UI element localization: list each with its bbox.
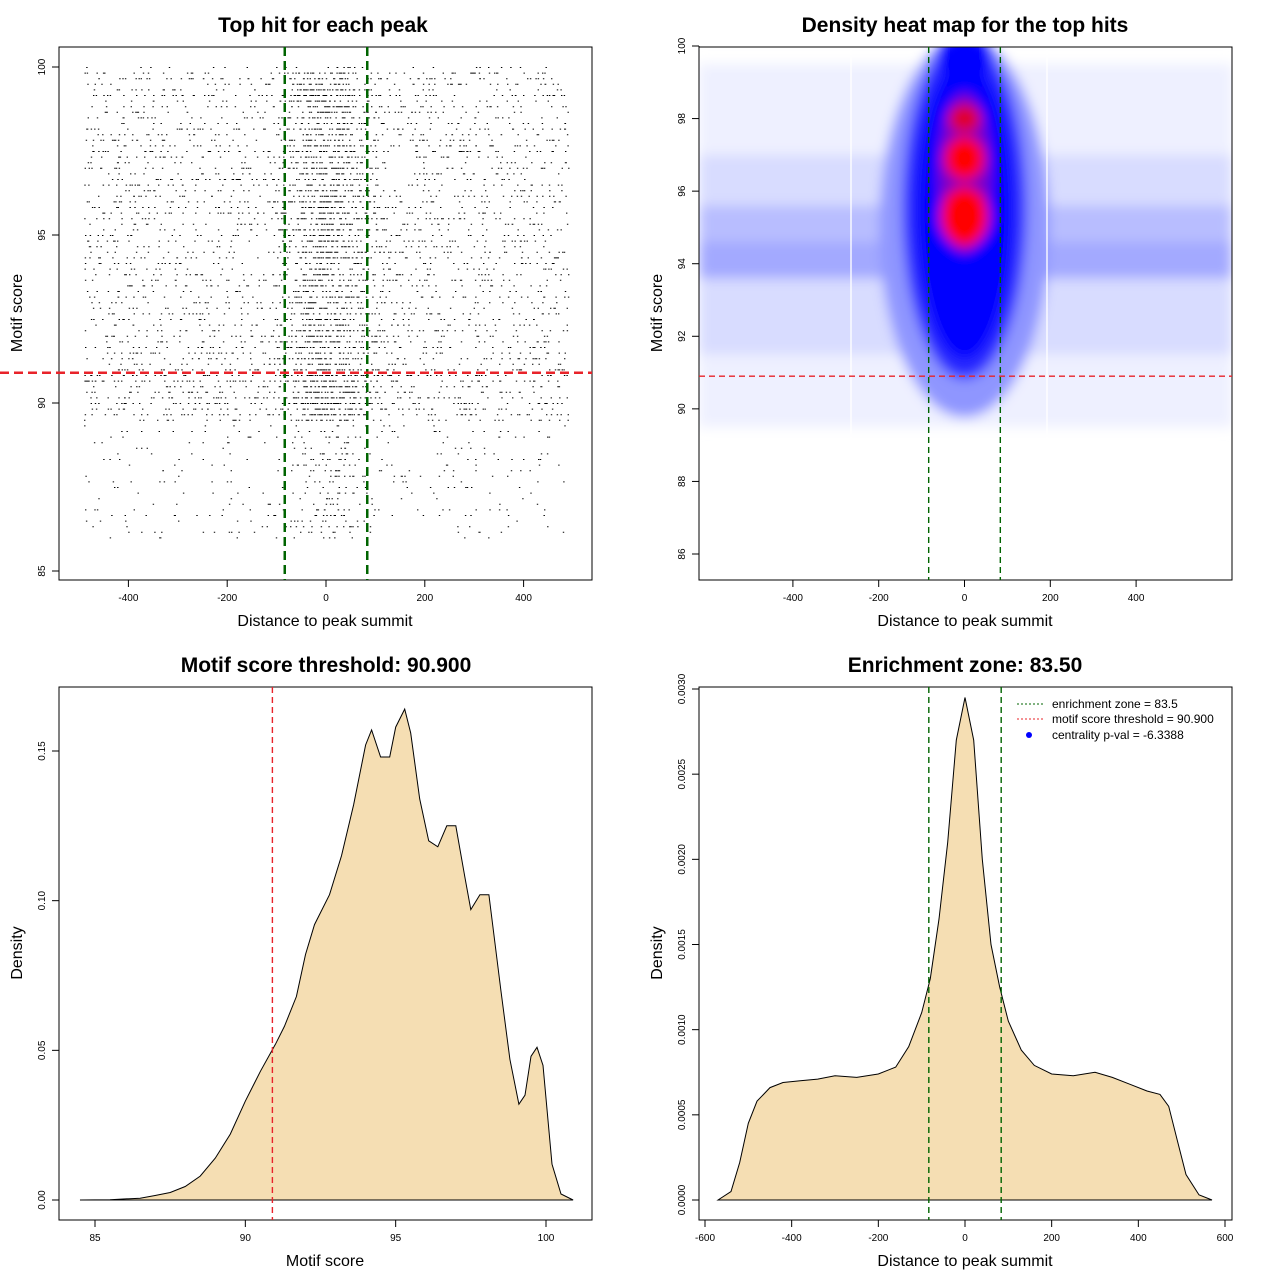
y-axis-ticks: 0.0000 0.0005 0.0010 0.0015 0.0020 0.0025 0.00… (677, 673, 700, 1215)
reference-lines (928, 687, 1002, 1220)
x-axis-ticks: 85 90 95 100 (89, 1219, 555, 1244)
chart-title: Top hit for each peak (218, 14, 428, 37)
y-axis-label: Motif score (9, 274, 26, 352)
y-tick-label: 0.0000 (677, 1184, 688, 1215)
legend-label-threshold: motif score threshold = 90.900 (1052, 712, 1214, 726)
x-tick-label: 600 (1217, 1233, 1234, 1244)
x-tick-label: 0 (962, 1233, 968, 1244)
y-tick-label: 96 (677, 185, 688, 197)
x-axis-ticks: -400 -200 0 200 400 (783, 579, 1145, 604)
y-tick-label: 92 (677, 330, 688, 342)
heat-hotspot (944, 136, 985, 181)
y-tick-label: 94 (677, 258, 688, 270)
x-axis-label: Distance to peak summit (877, 613, 1053, 630)
heatmap-density-layer (699, 47, 1232, 428)
y-axis-label: Density (9, 926, 26, 979)
panel-scatter: Top hit for each peak -400 -200 0 200 400 85… (0, 14, 593, 630)
panel-distance-density: Enrichment zone: 83.50 -600 -400 -200 0 200 4… (649, 654, 1234, 1270)
y-tick-label: 0.00 (37, 1190, 48, 1210)
y-tick-label: 0.0010 (677, 1014, 688, 1045)
y-tick-label: 86 (677, 548, 688, 560)
x-tick-label: -200 (869, 593, 889, 604)
legend-label-pval: centrality p-val = -6.3388 (1052, 728, 1184, 742)
y-tick-label: 0.10 (37, 890, 48, 910)
y-tick-label: 0.0015 (677, 929, 688, 960)
x-tick-label: 400 (1130, 1233, 1147, 1244)
y-tick-label: 0.0020 (677, 844, 688, 875)
reference-lines (699, 47, 1232, 580)
x-axis-ticks: -600 -400 -200 0 200 400 600 (695, 1219, 1234, 1244)
y-tick-label: 100 (677, 37, 688, 54)
y-axis-ticks: 86 88 90 92 94 96 98 100 (677, 37, 700, 560)
y-tick-label: 100 (37, 58, 48, 75)
y-axis-label: Density (649, 926, 666, 979)
x-tick-label: -400 (118, 593, 138, 604)
density-area (716, 697, 1213, 1201)
y-tick-label: 0.0030 (677, 673, 688, 704)
y-tick-label: 0.15 (37, 741, 48, 761)
heat-hotspot (940, 186, 989, 247)
y-tick-label: 0.0005 (677, 1099, 688, 1130)
panel-score-density: Motif score threshold: 90.900 85 90 95 100 … (9, 654, 593, 1270)
y-axis-label: Motif score (649, 274, 666, 352)
chart-title: Motif score threshold: 90.900 (181, 654, 472, 677)
y-tick-label: 98 (677, 113, 688, 125)
density-heatmap (699, 47, 1232, 580)
x-tick-label: -200 (217, 593, 237, 604)
plot-frame (58, 46, 593, 581)
density-area (79, 707, 574, 1201)
scatter-points (84, 67, 570, 539)
x-axis-label: Distance to peak summit (237, 613, 413, 630)
x-tick-label: -600 (695, 1233, 715, 1244)
x-tick-label: 200 (1042, 593, 1059, 604)
x-axis-label: Motif score (286, 1253, 364, 1270)
x-tick-label: 200 (1043, 1233, 1060, 1244)
x-tick-label: 90 (240, 1233, 252, 1244)
reference-lines (0, 47, 592, 580)
legend: enrichment zone = 83.5 motif score thres… (1017, 697, 1214, 742)
y-tick-label: 88 (677, 475, 688, 487)
x-tick-label: -400 (783, 593, 803, 604)
legend-label-enrichment: enrichment zone = 83.5 (1052, 697, 1178, 711)
x-tick-label: 400 (515, 593, 532, 604)
y-tick-label: 0.05 (37, 1040, 48, 1060)
x-tick-label: 95 (390, 1233, 402, 1244)
y-tick-label: 0.0025 (677, 758, 688, 789)
y-axis-ticks: 85 90 95 100 (37, 58, 60, 577)
chart-title: Enrichment zone: 83.50 (848, 654, 1083, 677)
y-tick-label: 90 (37, 397, 48, 409)
x-tick-label: 200 (416, 593, 433, 604)
y-axis-ticks: 0.00 0.05 0.10 0.15 (37, 741, 60, 1210)
x-axis-ticks: -400 -200 0 200 400 (118, 579, 532, 604)
heat-peak (936, 47, 993, 79)
panel-heatmap: Density heat map for the top hits -400 -2… (649, 14, 1233, 630)
x-tick-label: 0 (323, 593, 329, 604)
heat-hotspot (948, 104, 981, 133)
x-tick-label: 85 (89, 1233, 101, 1244)
x-axis-label: Distance to peak summit (877, 1253, 1053, 1270)
x-tick-label: 400 (1128, 593, 1145, 604)
y-tick-label: 90 (677, 403, 688, 415)
x-tick-label: 100 (538, 1233, 555, 1244)
y-tick-label: 95 (37, 229, 48, 241)
x-tick-label: 0 (962, 593, 968, 604)
legend-swatch-pval (1026, 732, 1032, 738)
y-tick-label: 85 (37, 565, 48, 577)
scatter-point-cloud (84, 67, 570, 539)
x-tick-label: -400 (782, 1233, 802, 1244)
chart-title: Density heat map for the top hits (802, 14, 1129, 37)
x-tick-label: -200 (868, 1233, 888, 1244)
